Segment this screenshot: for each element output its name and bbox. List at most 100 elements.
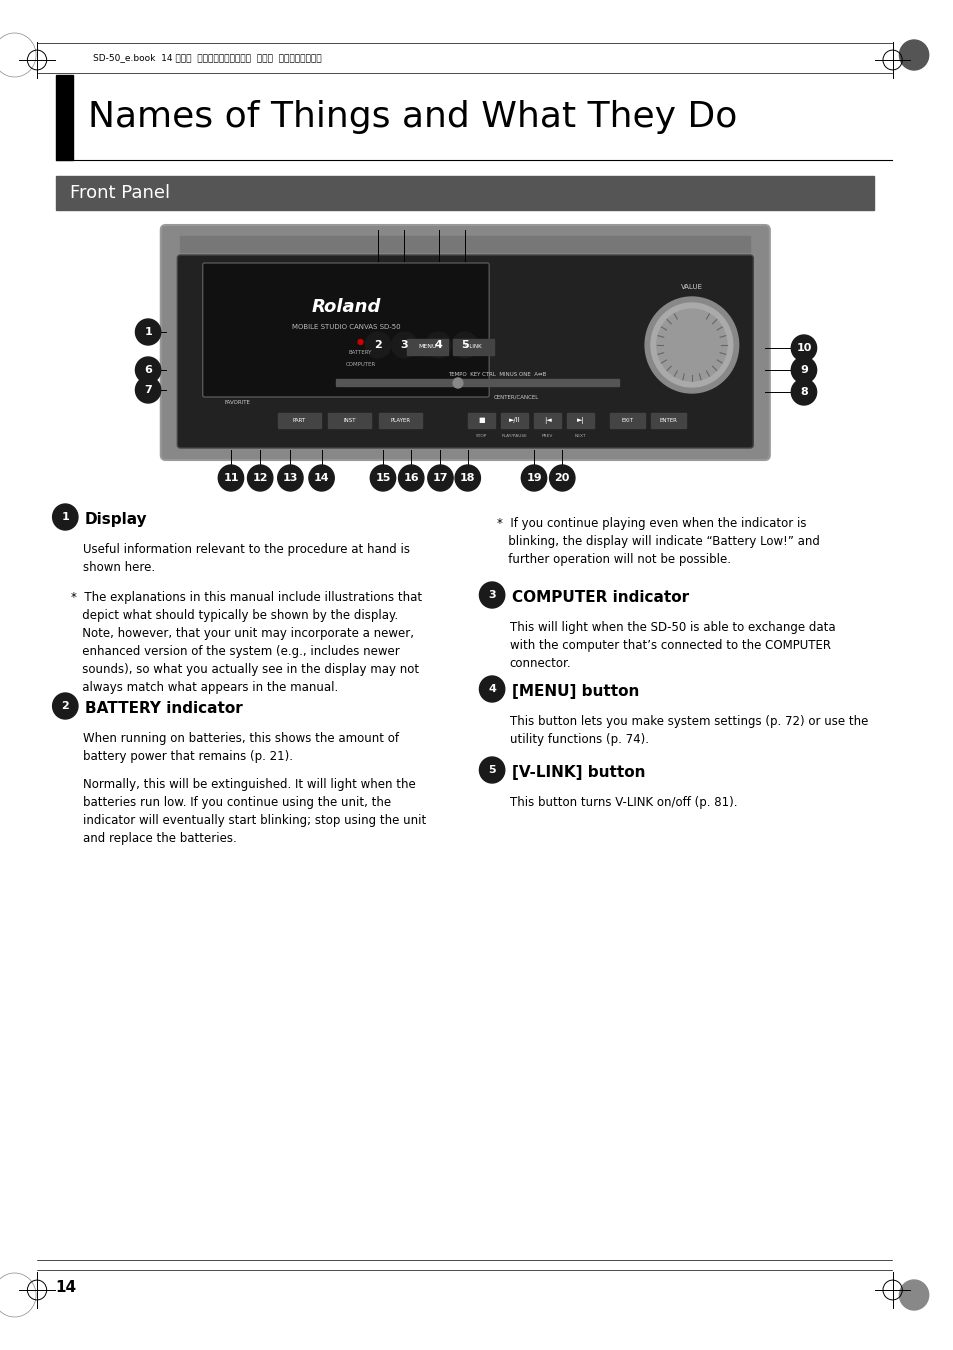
Text: COMPUTER indicator: COMPUTER indicator xyxy=(511,590,688,605)
Text: Names of Things and What They Do: Names of Things and What They Do xyxy=(88,100,737,134)
Circle shape xyxy=(425,332,451,358)
Bar xyxy=(500,413,528,428)
Text: *  If you continue playing even when the indicator is
   blinking, the display w: * If you continue playing even when the … xyxy=(497,517,819,566)
Circle shape xyxy=(135,319,161,346)
Text: 4: 4 xyxy=(488,684,496,694)
Text: INST: INST xyxy=(343,417,355,423)
Circle shape xyxy=(365,332,391,358)
Text: 19: 19 xyxy=(526,472,541,483)
Text: PREV: PREV xyxy=(541,433,553,437)
Bar xyxy=(277,413,320,428)
Text: 2: 2 xyxy=(374,340,381,350)
Text: STOP: STOP xyxy=(476,433,487,437)
Circle shape xyxy=(218,464,243,491)
FancyBboxPatch shape xyxy=(177,255,753,448)
Circle shape xyxy=(277,464,303,491)
Text: Front Panel: Front Panel xyxy=(71,184,170,202)
Text: PART: PART xyxy=(293,417,306,423)
Circle shape xyxy=(309,464,334,491)
Circle shape xyxy=(453,378,462,387)
Text: NEXT: NEXT xyxy=(575,433,586,437)
Text: 6: 6 xyxy=(144,364,152,375)
Text: 13: 13 xyxy=(282,472,297,483)
Bar xyxy=(407,339,448,355)
Circle shape xyxy=(899,1280,927,1310)
Text: V-LINK: V-LINK xyxy=(464,344,482,350)
Text: ►/II: ►/II xyxy=(508,417,519,423)
Bar xyxy=(453,339,494,355)
Circle shape xyxy=(455,464,480,491)
Text: VALUE: VALUE xyxy=(680,284,702,290)
Bar xyxy=(180,236,750,252)
Text: PLAY/PAUSE: PLAY/PAUSE xyxy=(501,433,527,437)
Circle shape xyxy=(479,676,504,702)
Text: PLAYER: PLAYER xyxy=(390,417,410,423)
Text: 5: 5 xyxy=(488,765,496,775)
Circle shape xyxy=(479,757,504,783)
Text: 1: 1 xyxy=(144,327,152,338)
Circle shape xyxy=(135,356,161,383)
Circle shape xyxy=(392,332,416,358)
Text: ►|: ►| xyxy=(577,417,584,424)
Circle shape xyxy=(549,464,575,491)
Circle shape xyxy=(656,309,726,381)
Circle shape xyxy=(52,504,78,531)
Text: 16: 16 xyxy=(403,472,418,483)
Text: 3: 3 xyxy=(400,340,408,350)
Bar xyxy=(566,413,594,428)
Circle shape xyxy=(790,356,816,383)
Text: 1: 1 xyxy=(61,512,69,522)
Text: TEMPO  KEY CTRL  MINUS ONE  A⇔B: TEMPO KEY CTRL MINUS ONE A⇔B xyxy=(447,373,545,378)
Text: *  The explanations in this manual include illustrations that
   depict what sho: * The explanations in this manual includ… xyxy=(71,591,422,694)
Text: This will light when the SD-50 is able to exchange data
with the computer that’s: This will light when the SD-50 is able t… xyxy=(509,621,835,670)
Text: This button lets you make system settings (p. 72) or use the
utility functions (: This button lets you make system setting… xyxy=(509,716,867,747)
Text: SD-50_e.book  14 ページ  ２０１０年１月２５日  月曜日  午前１０時５２分: SD-50_e.book 14 ページ ２０１０年１月２５日 月曜日 午前１０時… xyxy=(92,54,321,62)
Text: CENTER/CANCEL: CENTER/CANCEL xyxy=(494,394,538,400)
Text: 8: 8 xyxy=(800,387,807,397)
Text: When running on batteries, this shows the amount of
battery power that remains (: When running on batteries, this shows th… xyxy=(83,732,398,763)
Circle shape xyxy=(899,40,927,70)
Text: 5: 5 xyxy=(460,340,468,350)
Text: 18: 18 xyxy=(459,472,475,483)
Circle shape xyxy=(247,464,273,491)
Text: EXIT: EXIT xyxy=(621,417,633,423)
Text: FAVORITE: FAVORITE xyxy=(224,401,250,405)
Text: Useful information relevant to the procedure at hand is
shown here.: Useful information relevant to the proce… xyxy=(83,543,410,574)
Circle shape xyxy=(790,335,816,360)
Text: 11: 11 xyxy=(223,472,238,483)
Text: Roland: Roland xyxy=(311,298,380,316)
FancyBboxPatch shape xyxy=(202,263,489,397)
Text: ■: ■ xyxy=(477,417,484,423)
Text: 20: 20 xyxy=(554,472,569,483)
Circle shape xyxy=(370,464,395,491)
Text: COMPUTER: COMPUTER xyxy=(345,363,375,367)
Text: Normally, this will be extinguished. It will light when the
batteries run low. I: Normally, this will be extinguished. It … xyxy=(83,778,426,845)
Bar xyxy=(378,413,421,428)
Text: 4: 4 xyxy=(435,340,442,350)
Text: 10: 10 xyxy=(796,343,811,352)
Bar xyxy=(328,413,371,428)
Text: BATTERY: BATTERY xyxy=(349,350,372,355)
Bar xyxy=(650,413,685,428)
Text: 9: 9 xyxy=(800,364,807,375)
Text: Display: Display xyxy=(85,512,148,526)
Circle shape xyxy=(644,297,738,393)
Bar xyxy=(534,413,560,428)
Bar xyxy=(467,413,495,428)
Bar xyxy=(335,379,618,386)
Circle shape xyxy=(452,332,477,358)
Text: |◄: |◄ xyxy=(543,417,551,424)
Text: 15: 15 xyxy=(375,472,390,483)
Text: 3: 3 xyxy=(488,590,496,599)
Text: 7: 7 xyxy=(144,385,152,396)
Text: BATTERY indicator: BATTERY indicator xyxy=(85,701,242,716)
Bar xyxy=(55,76,73,161)
Text: [MENU] button: [MENU] button xyxy=(511,684,639,699)
Circle shape xyxy=(357,339,362,344)
Text: 12: 12 xyxy=(253,472,268,483)
Text: MENU: MENU xyxy=(418,344,436,350)
Bar xyxy=(609,413,644,428)
Circle shape xyxy=(427,464,453,491)
Text: ENTER: ENTER xyxy=(659,417,677,423)
Circle shape xyxy=(135,377,161,404)
